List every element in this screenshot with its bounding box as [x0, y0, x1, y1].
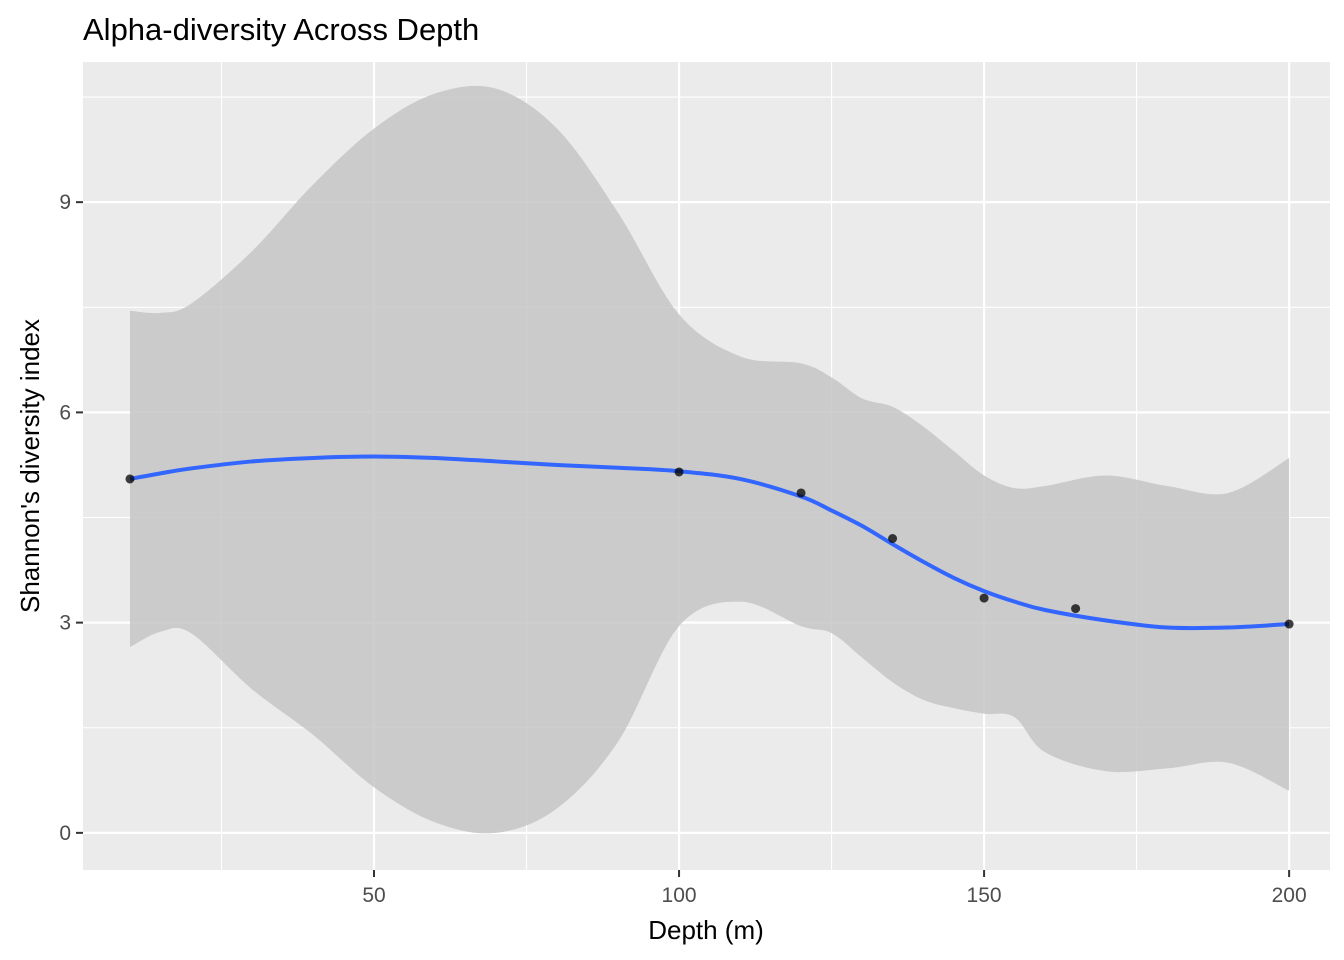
data-point [1284, 619, 1294, 629]
data-points [125, 467, 1294, 629]
data-point [979, 593, 989, 603]
y-tick-label: 3 [59, 612, 71, 635]
confidence-ribbon [129, 85, 1290, 834]
y-tick-label: 6 [59, 401, 71, 424]
y-tick-label: 9 [59, 191, 71, 214]
data-point [1071, 604, 1081, 614]
x-tick-label: 50 [362, 884, 385, 907]
y-axis-ticks: 0 3 6 9 [59, 191, 83, 845]
data-point [125, 474, 135, 484]
y-axis-title: Shannon's diversity index [15, 319, 45, 613]
x-tick-label: 100 [662, 884, 697, 907]
x-axis-ticks: 50 100 150 200 [362, 870, 1307, 907]
x-axis-title: Depth (m) [648, 915, 764, 945]
data-point [888, 534, 898, 544]
x-tick-label: 200 [1272, 884, 1307, 907]
data-point [796, 488, 806, 498]
y-tick-label: 0 [59, 822, 71, 845]
x-tick-label: 150 [967, 884, 1002, 907]
chart-title: Alpha-diversity Across Depth [83, 12, 479, 47]
data-point [674, 467, 684, 477]
